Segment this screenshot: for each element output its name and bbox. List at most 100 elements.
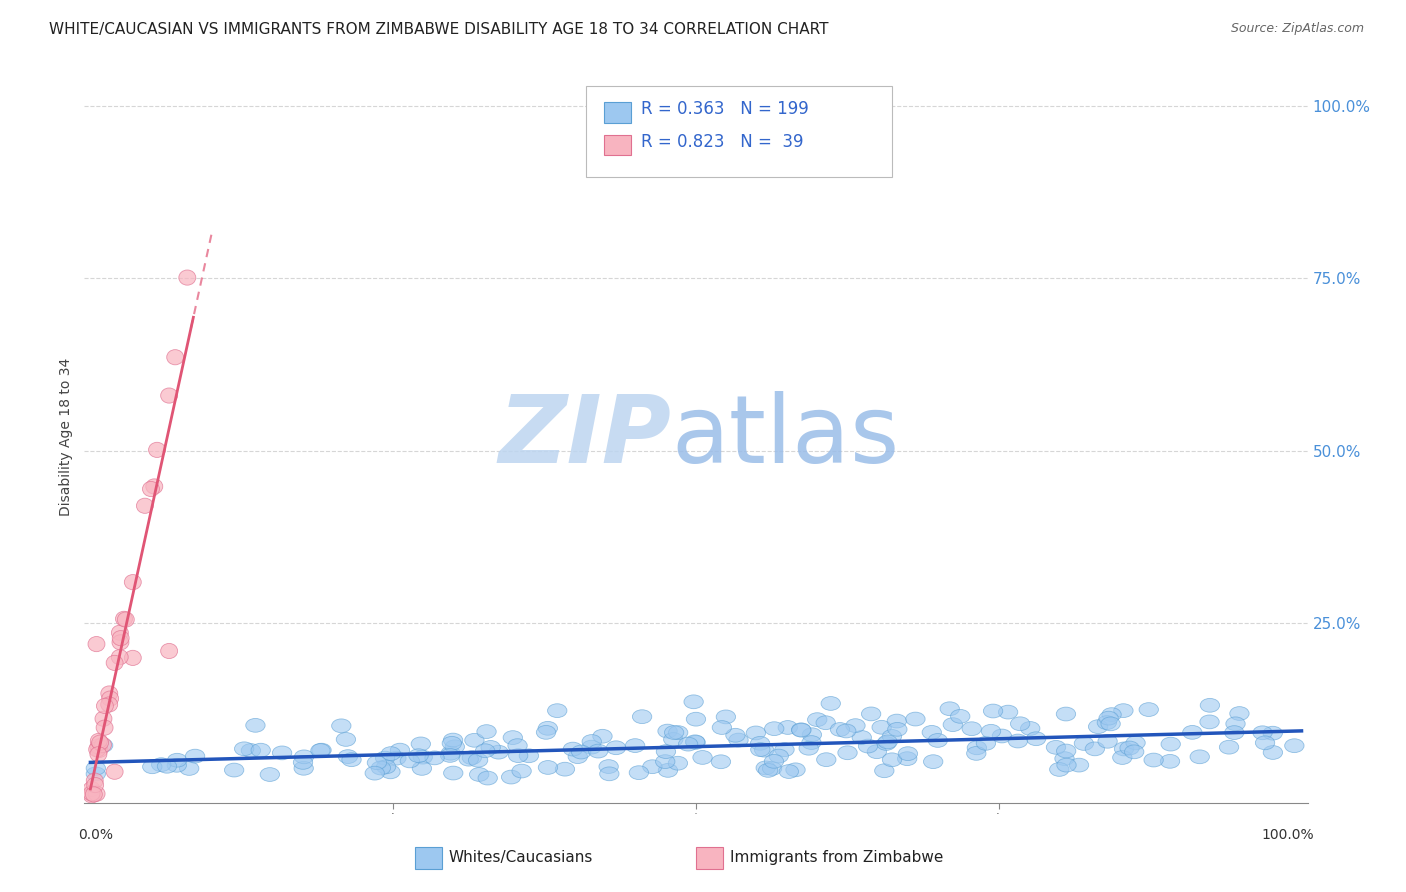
Ellipse shape — [747, 726, 765, 739]
Ellipse shape — [465, 733, 484, 747]
Ellipse shape — [1057, 758, 1076, 772]
Ellipse shape — [1112, 750, 1132, 764]
Ellipse shape — [711, 755, 731, 769]
Ellipse shape — [101, 691, 118, 706]
Ellipse shape — [107, 656, 124, 671]
Ellipse shape — [446, 739, 464, 754]
Ellipse shape — [658, 764, 678, 777]
Ellipse shape — [547, 704, 567, 717]
Ellipse shape — [538, 761, 558, 774]
Ellipse shape — [897, 752, 917, 765]
FancyBboxPatch shape — [696, 847, 723, 869]
Ellipse shape — [837, 724, 856, 738]
Text: 0.0%: 0.0% — [79, 829, 114, 842]
Ellipse shape — [643, 760, 662, 773]
Ellipse shape — [998, 706, 1018, 719]
Ellipse shape — [112, 635, 129, 650]
Ellipse shape — [568, 750, 588, 764]
Ellipse shape — [658, 724, 678, 738]
Ellipse shape — [152, 758, 172, 772]
Ellipse shape — [657, 745, 676, 758]
Ellipse shape — [589, 744, 607, 758]
Ellipse shape — [872, 721, 891, 734]
Ellipse shape — [93, 739, 112, 752]
Ellipse shape — [440, 748, 460, 763]
Ellipse shape — [1102, 707, 1121, 722]
Ellipse shape — [801, 736, 821, 749]
Ellipse shape — [1263, 726, 1282, 740]
Ellipse shape — [387, 751, 406, 765]
Ellipse shape — [664, 732, 683, 747]
Ellipse shape — [924, 755, 943, 769]
Ellipse shape — [905, 712, 925, 726]
Ellipse shape — [167, 758, 187, 772]
Ellipse shape — [1098, 734, 1118, 748]
Ellipse shape — [633, 710, 652, 723]
Ellipse shape — [928, 733, 948, 747]
Ellipse shape — [101, 686, 118, 701]
Ellipse shape — [124, 574, 141, 590]
Ellipse shape — [716, 710, 735, 723]
Ellipse shape — [668, 726, 688, 739]
Ellipse shape — [160, 643, 177, 658]
Ellipse shape — [167, 350, 184, 365]
Ellipse shape — [1097, 715, 1116, 730]
Ellipse shape — [941, 702, 959, 715]
Ellipse shape — [803, 728, 821, 741]
Ellipse shape — [792, 723, 811, 737]
Text: R = 0.823   N =  39: R = 0.823 N = 39 — [641, 133, 803, 151]
Ellipse shape — [725, 729, 745, 742]
Ellipse shape — [86, 773, 103, 789]
Ellipse shape — [470, 768, 489, 781]
Ellipse shape — [815, 715, 835, 730]
Ellipse shape — [838, 746, 858, 760]
Ellipse shape — [441, 747, 460, 760]
Ellipse shape — [868, 745, 887, 758]
Ellipse shape — [966, 747, 986, 760]
Ellipse shape — [769, 749, 789, 763]
Ellipse shape — [252, 743, 270, 757]
Ellipse shape — [1144, 753, 1163, 767]
Ellipse shape — [555, 763, 575, 776]
Ellipse shape — [582, 740, 602, 754]
Ellipse shape — [146, 479, 163, 494]
Ellipse shape — [1226, 717, 1246, 731]
Ellipse shape — [512, 764, 531, 778]
Ellipse shape — [89, 637, 105, 652]
Ellipse shape — [817, 753, 837, 766]
Ellipse shape — [124, 650, 141, 665]
Ellipse shape — [503, 731, 523, 745]
Ellipse shape — [311, 744, 330, 757]
Ellipse shape — [1161, 737, 1181, 751]
Ellipse shape — [86, 767, 105, 780]
Ellipse shape — [713, 721, 731, 734]
Text: 100.0%: 100.0% — [1261, 829, 1313, 842]
Ellipse shape — [778, 721, 797, 734]
Ellipse shape — [571, 745, 591, 759]
Ellipse shape — [950, 709, 970, 723]
Ellipse shape — [381, 747, 401, 761]
Ellipse shape — [593, 730, 612, 743]
Ellipse shape — [366, 766, 384, 780]
Ellipse shape — [86, 762, 105, 775]
Ellipse shape — [375, 751, 395, 765]
Ellipse shape — [225, 764, 243, 777]
Ellipse shape — [412, 762, 432, 775]
Ellipse shape — [235, 742, 254, 756]
Ellipse shape — [1230, 706, 1249, 721]
Ellipse shape — [339, 749, 357, 764]
Ellipse shape — [371, 761, 391, 775]
Ellipse shape — [1070, 758, 1088, 772]
Ellipse shape — [83, 781, 100, 797]
Ellipse shape — [1139, 703, 1159, 716]
Ellipse shape — [1026, 731, 1046, 746]
Ellipse shape — [90, 747, 107, 762]
Ellipse shape — [668, 756, 688, 770]
Ellipse shape — [762, 762, 782, 775]
Y-axis label: Disability Age 18 to 34: Disability Age 18 to 34 — [59, 358, 73, 516]
FancyBboxPatch shape — [605, 102, 631, 122]
Ellipse shape — [1256, 736, 1275, 749]
Ellipse shape — [981, 724, 1001, 739]
Ellipse shape — [962, 722, 981, 736]
Text: WHITE/CAUCASIAN VS IMMIGRANTS FROM ZIMBABWE DISABILITY AGE 18 TO 34 CORRELATION : WHITE/CAUCASIAN VS IMMIGRANTS FROM ZIMBA… — [49, 22, 828, 37]
